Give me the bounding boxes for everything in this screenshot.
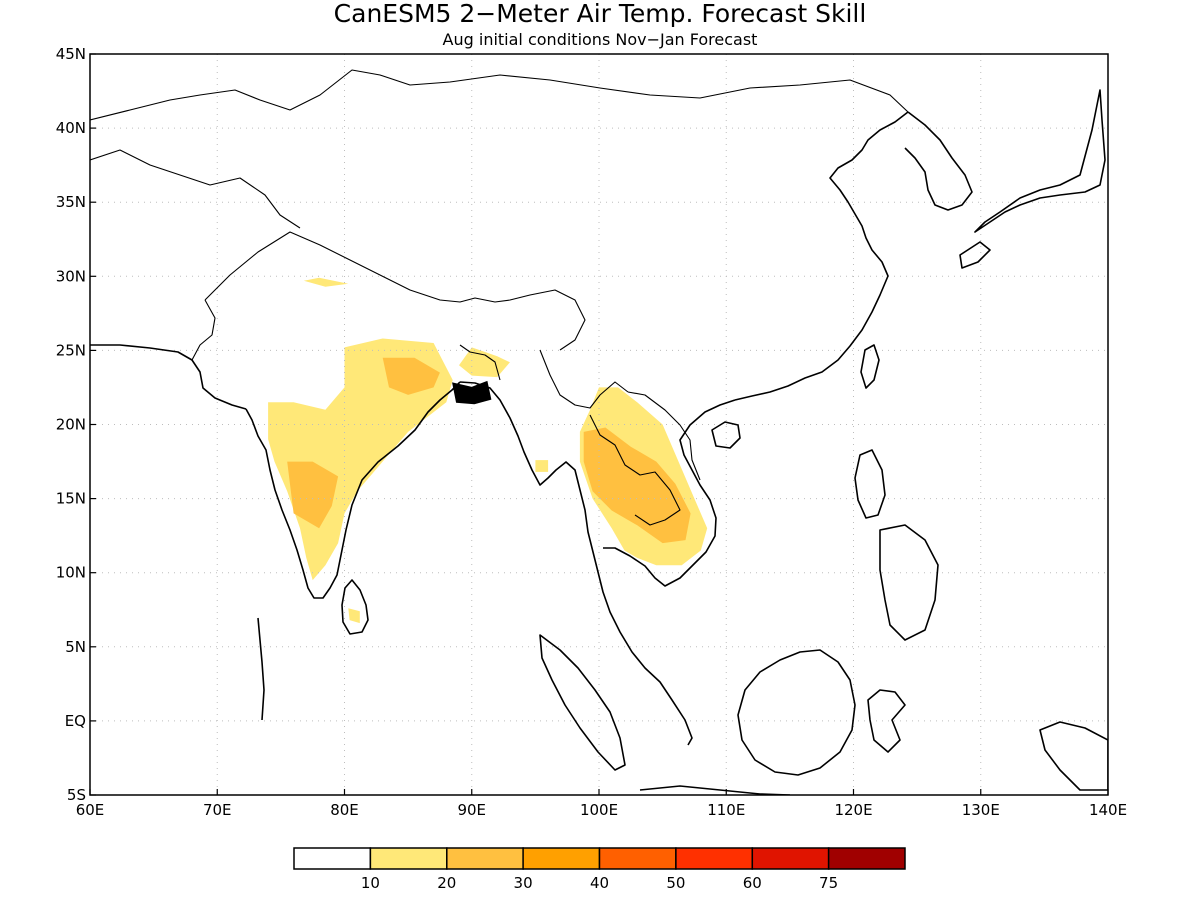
coastline-west-asia xyxy=(90,344,247,410)
skill-region-6 xyxy=(535,460,549,472)
country-borders-layer xyxy=(90,69,909,526)
border-bangladesh xyxy=(459,344,501,381)
y-tick-label: 40N xyxy=(56,119,86,137)
y-tick-label: 10N xyxy=(56,564,86,582)
coastline-china xyxy=(734,111,909,401)
border-myanmar xyxy=(539,349,629,409)
coastline-new-guinea xyxy=(1039,721,1108,791)
coastline-philippines-luzon xyxy=(854,449,886,519)
skill-region-8 xyxy=(583,427,691,544)
coastline-india xyxy=(245,381,461,599)
y-tick-label: EQ xyxy=(65,712,86,730)
plot-area xyxy=(89,53,1109,796)
y-tick-label: 45N xyxy=(56,45,86,63)
coastline-korea xyxy=(904,111,973,211)
border-china-north xyxy=(90,69,909,121)
y-tick-label: 35N xyxy=(56,193,86,211)
coastline-japan-south xyxy=(959,241,991,269)
y-tick-label: 5S xyxy=(67,786,86,804)
border-laos-vietnam xyxy=(627,391,701,481)
y-tick-label: 20N xyxy=(56,416,86,434)
x-tick-label: 70E xyxy=(203,801,232,819)
x-tick-label: 80E xyxy=(330,801,359,819)
skill-region-4 xyxy=(348,608,360,624)
coastline-borneo xyxy=(737,649,856,776)
coastline-sumatra xyxy=(539,634,626,771)
map-title: CanESM5 2−Meter Air Temp. Forecast Skill xyxy=(334,0,867,28)
skill-region-2 xyxy=(382,357,440,395)
y-tick-label: 5N xyxy=(65,638,86,656)
coastline-philippines-south xyxy=(879,524,939,641)
x-tick-label: 120E xyxy=(834,801,872,819)
colorbar-swatch xyxy=(522,847,601,870)
coastline-sri-lanka xyxy=(341,579,369,635)
colorbar-swatch xyxy=(751,847,830,870)
border-thailand-cambodia xyxy=(589,414,681,526)
colorbar-swatch xyxy=(369,847,448,870)
border-pakistan-india xyxy=(191,299,216,361)
x-tick-label: 100E xyxy=(580,801,618,819)
skill-region-3 xyxy=(287,461,339,529)
colorbar-swatch xyxy=(293,847,372,870)
x-tick-label: 90E xyxy=(457,801,486,819)
coastline-bay-of-bengal-east xyxy=(459,381,693,746)
coastline-japan xyxy=(974,89,1106,233)
colorbar-label: 20 xyxy=(437,874,456,892)
coastline-indochina xyxy=(603,399,736,587)
coastlines-layer xyxy=(90,89,1108,795)
x-tick-label: 110E xyxy=(707,801,745,819)
y-tick-label: 25N xyxy=(56,341,86,359)
border-himalaya xyxy=(204,231,586,351)
black-cells-layer xyxy=(452,380,492,405)
colorbar-label: 10 xyxy=(361,874,380,892)
coastline-sulawesi xyxy=(867,689,906,753)
coastline-taiwan xyxy=(860,344,880,389)
x-tick-label: 140E xyxy=(1089,801,1127,819)
colorbar-swatch xyxy=(446,847,524,870)
colorbar-label: 30 xyxy=(514,874,533,892)
colorbar-swatch xyxy=(827,847,906,870)
colorbar-label: 40 xyxy=(590,874,609,892)
y-tick-label: 30N xyxy=(56,267,86,285)
border-central-asia xyxy=(90,149,301,229)
x-tick-label: 60E xyxy=(76,801,105,819)
colorbar-swatch xyxy=(598,847,677,870)
black-cell-0 xyxy=(452,380,492,405)
colorbar-label: 60 xyxy=(743,874,762,892)
skill-region-0 xyxy=(303,277,349,287)
colorbar-swatch xyxy=(675,847,754,870)
x-tick-label: 130E xyxy=(962,801,1000,819)
axis-ticks: 60E 70E 80E 90E 100E 110E 120E 130E 140E 5S EQ 5N 10… xyxy=(56,45,1127,819)
map-subtitle: Aug initial conditions Nov−Jan Forecast xyxy=(443,30,758,49)
colorbar-label: 75 xyxy=(819,874,838,892)
colorbar: 10 20 30 40 50 60 75 xyxy=(293,847,906,892)
colorbar-label: 50 xyxy=(666,874,685,892)
coastline-hainan xyxy=(711,421,741,449)
y-tick-label: 15N xyxy=(56,490,86,508)
coastline-maldives xyxy=(257,617,265,721)
